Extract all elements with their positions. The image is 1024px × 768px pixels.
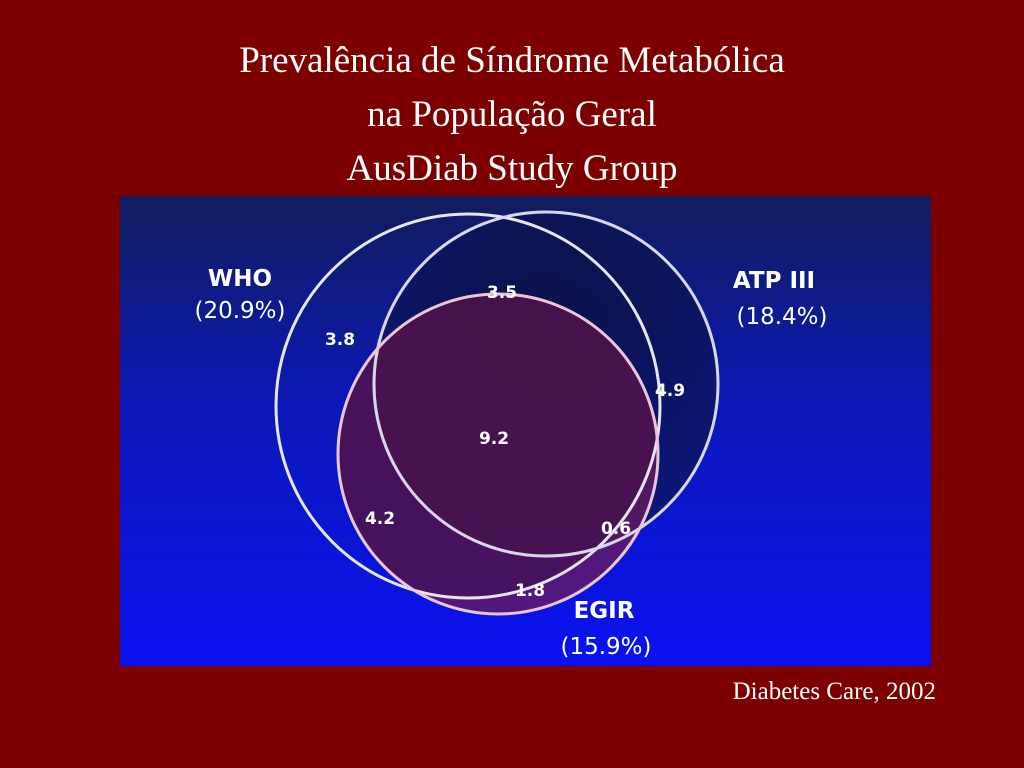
slide-title: Prevalência de Síndrome Metabólica na Po…: [0, 34, 1024, 196]
atp-set-pct: (18.4%): [736, 304, 827, 330]
title-line-2: na População Geral: [367, 94, 657, 135]
egir-set-pct: (15.9%): [560, 634, 651, 660]
egir-set-name: EGIR: [574, 598, 635, 624]
egir-circle-fill: [338, 294, 658, 614]
who-set-pct: (20.9%): [194, 298, 285, 324]
egir-circle-outline: [336, 292, 660, 616]
region-who-atp: 3.5: [487, 283, 517, 303]
atp-set-name: ATP III: [733, 268, 815, 294]
who-set-name: WHO: [208, 266, 272, 292]
citation: Diabetes Care, 2002: [732, 678, 936, 705]
who-circle-outline: [274, 212, 662, 600]
region-atp-egir: 0.6: [601, 519, 631, 539]
title-line-3: AusDiab Study Group: [346, 148, 678, 189]
region-all-three: 9.2: [479, 429, 509, 449]
region-who-only: 3.8: [325, 330, 355, 350]
overlap-shade: [338, 294, 658, 598]
venn-diagram: WHO (20.9%) ATP III (18.4%) EGIR (15.9%)…: [120, 196, 931, 666]
region-who-egir: 4.2: [365, 509, 395, 529]
region-atp-only: 4.9: [655, 381, 685, 401]
atp-circle-outline: [372, 210, 720, 558]
region-egir-only: 1.8: [515, 581, 545, 601]
venn-diagram-panel: WHO (20.9%) ATP III (18.4%) EGIR (15.9%)…: [120, 196, 931, 666]
title-line-1: Prevalência de Síndrome Metabólica: [239, 40, 785, 81]
